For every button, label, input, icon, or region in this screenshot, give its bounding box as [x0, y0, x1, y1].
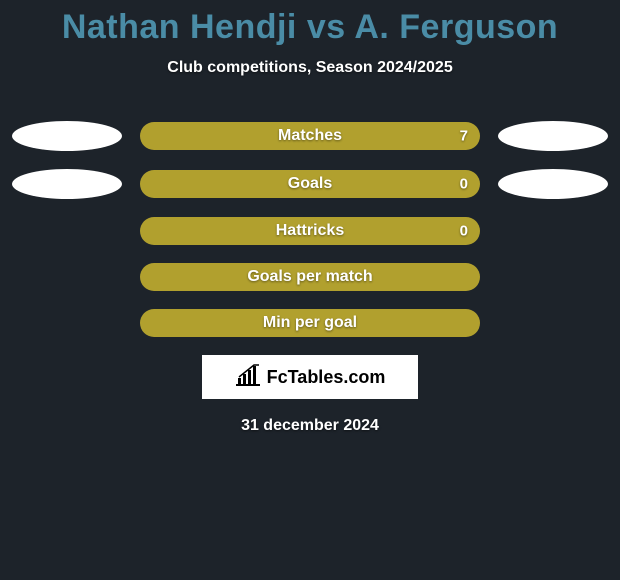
stat-bar: Min per goal — [140, 309, 480, 337]
page-subtitle: Club competitions, Season 2024/2025 — [0, 59, 620, 77]
stat-label: Matches — [278, 127, 342, 145]
stat-value: 0 — [460, 223, 468, 240]
stat-row: Goals 0 — [0, 169, 620, 199]
stat-label: Hattricks — [276, 222, 344, 240]
stat-label: Goals — [288, 175, 332, 193]
stat-value: 0 — [460, 176, 468, 193]
infographic-container: Nathan Hendji vs A. Ferguson Club compet… — [0, 0, 620, 435]
player-left-marker — [12, 169, 122, 199]
footer-date: 31 december 2024 — [0, 417, 620, 435]
page-title: Nathan Hendji vs A. Ferguson — [0, 8, 620, 47]
stat-value: 7 — [460, 128, 468, 145]
stat-bar: Goals 0 — [140, 170, 480, 198]
brand-text: FcTables.com — [267, 367, 386, 388]
player-right-marker — [498, 169, 608, 199]
stat-label: Min per goal — [263, 314, 357, 332]
stat-bars: Matches 7 Goals 0 Hattricks 0 Goals per match M… — [0, 121, 620, 337]
stat-label: Goals per match — [247, 268, 372, 286]
stat-row: Hattricks 0 — [0, 217, 620, 245]
stat-bar: Hattricks 0 — [140, 217, 480, 245]
brand-badge: FcTables.com — [202, 355, 418, 399]
stat-bar: Goals per match — [140, 263, 480, 291]
player-right-marker — [498, 121, 608, 151]
stat-row: Matches 7 — [0, 121, 620, 151]
stat-row: Goals per match — [0, 263, 620, 291]
stat-row: Min per goal — [0, 309, 620, 337]
player-left-marker — [12, 121, 122, 151]
bar-chart-icon — [235, 364, 261, 391]
stat-bar: Matches 7 — [140, 122, 480, 150]
